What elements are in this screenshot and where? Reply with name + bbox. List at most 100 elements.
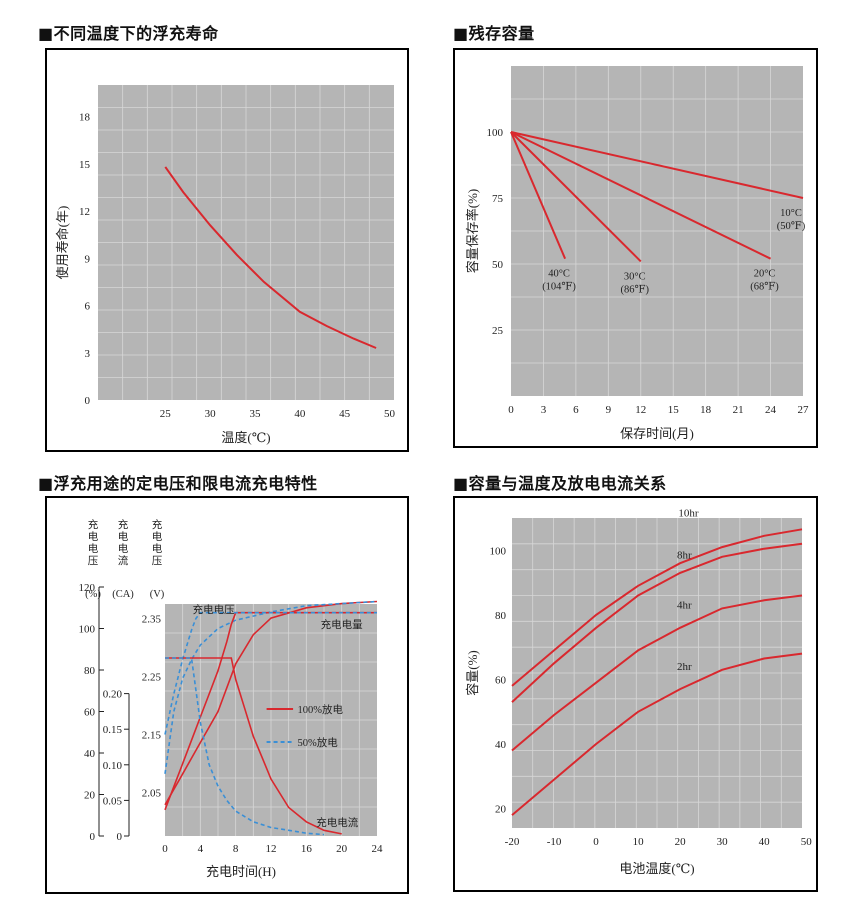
y-tick-label: 100 [490, 545, 507, 557]
charge-current-50-curve [165, 657, 325, 836]
x-tick-label: 20 [675, 836, 687, 848]
series-label: (50℉) [777, 221, 806, 232]
axis-header-char: 电 [118, 542, 129, 555]
ca-tick-label: 0.10 [103, 760, 123, 772]
axis-header-char: 电 [152, 530, 163, 543]
x-axis-label: 保存时间(月) [620, 426, 694, 441]
y-axis-label: 容量(%) [465, 650, 480, 696]
charge-amount-100-curve [164, 600, 378, 806]
x-tick-label: 40 [759, 836, 771, 848]
x-tick-label: 20 [336, 843, 348, 855]
y-axis-label: 容量保存率(%) [465, 189, 480, 274]
series-label: 2hr [677, 661, 692, 673]
x-tick-label: 12 [266, 843, 277, 855]
capacity-curve [511, 528, 803, 687]
axis-header-char: 流 [118, 554, 129, 567]
axis-unit: (V) [150, 589, 165, 600]
x-tick-label: 6 [573, 404, 579, 416]
y-tick-label: 40 [495, 739, 507, 751]
x-tick-label: 0 [593, 836, 599, 848]
retention-line [510, 131, 642, 263]
y-tick-label: 25 [492, 325, 504, 337]
ca-tick-label: 0.20 [103, 689, 123, 701]
x-tick-label: 35 [249, 408, 261, 420]
y-tick-label: 3 [85, 348, 91, 360]
annotation-current: 充电电流 [316, 816, 358, 829]
y-tick-label: 15 [79, 159, 91, 171]
pct-tick-label: 100 [79, 624, 96, 636]
x-tick-label: 30 [205, 408, 217, 420]
x-tick-label: 18 [700, 404, 712, 416]
axis-unit: (CA) [112, 589, 134, 600]
x-tick-label: 8 [233, 843, 239, 855]
y-tick-label: 9 [85, 253, 91, 265]
retention-line [510, 131, 772, 260]
x-tick-label: 16 [301, 843, 313, 855]
series-label: 10hr [678, 507, 699, 519]
y-tick-label: 0 [85, 395, 91, 407]
pct-tick-label: 40 [84, 748, 96, 760]
x-tick-label: -10 [547, 836, 562, 848]
charge-current-100-curve [165, 657, 342, 835]
x-tick-label: 30 [717, 836, 729, 848]
v-tick-label: 2.15 [142, 730, 162, 742]
x-tick-label: 10 [633, 836, 645, 848]
x-tick-label: 24 [372, 843, 384, 855]
retention-line [510, 131, 804, 199]
float-life-chart: 25 30 35 40 45 50 0 3 6 9 12 15 18 温度(℃) 使用寿命(年) [55, 85, 396, 445]
residual-capacity-frame: 0 3 6 9 12 15 18 21 24 27 25 50 75 100 保存时间(月) 容量保存率(%)… [453, 48, 818, 448]
float-life-frame: 25 30 35 40 45 50 0 3 6 9 12 15 18 温度(℃) 使用寿命(年) [45, 48, 409, 452]
x-axis-label: 充电时间(H) [206, 864, 276, 879]
legend-label-50: 50%放电 [298, 736, 339, 749]
axis-header-char: 电 [152, 542, 163, 555]
annotation-amount: 充电电量 [321, 618, 363, 631]
charge-voltage-50-curve [164, 611, 377, 735]
x-tick-label: 50 [801, 836, 813, 848]
pct-tick-label: 120 [79, 582, 96, 594]
y-tick-label: 12 [79, 206, 90, 218]
v-tick-label: 2.35 [142, 614, 162, 626]
annotation-voltage: 充电电压 [193, 603, 235, 616]
capacity-curve [511, 652, 803, 816]
x-axis-label: 温度(℃) [221, 430, 270, 445]
x-tick-label: 0 [508, 404, 514, 416]
axis-header-char: 压 [152, 555, 163, 567]
float-life-heading: ■不同温度下的浮充寿命 [38, 24, 219, 43]
x-tick-label: 12 [635, 404, 646, 416]
y-tick-label: 20 [495, 804, 507, 816]
axis-header-char: 电 [88, 530, 99, 543]
ca-tick-label: 0 [117, 831, 123, 843]
axis-header-char: 压 [88, 555, 99, 567]
x-tick-label: 45 [339, 408, 351, 420]
y-axis-label: 使用寿命(年) [55, 206, 70, 280]
y-tick-label: 6 [85, 301, 91, 313]
x-axis-label: 电池温度(℃) [619, 861, 694, 876]
y-tick-label: 60 [495, 674, 507, 686]
y-tick-label: 100 [487, 127, 504, 139]
y-tick-label: 80 [495, 610, 507, 622]
x-tick-label: 3 [541, 404, 547, 416]
y-tick-label: 75 [492, 193, 504, 205]
series-label: 8hr [677, 549, 692, 561]
v-tick-label: 2.05 [142, 788, 162, 800]
series-label: (68℉) [750, 282, 779, 293]
charging-characteristics-frame: 0 4 8 12 16 20 24 充电时间(H) 充电电压 (%) 充电电流 (CA) 充电电压 (V)… [45, 496, 409, 894]
series-label: 10°C [780, 208, 802, 219]
x-tick-label: -20 [505, 836, 520, 848]
x-tick-label: 40 [294, 408, 306, 420]
pct-tick-label: 20 [84, 790, 96, 802]
life-curve [164, 166, 377, 349]
series-label: 20°C [754, 269, 776, 280]
x-tick-label: 25 [160, 408, 172, 420]
capacity-temperature-heading: ■容量与温度及放电电流关系 [453, 474, 667, 493]
x-tick-label: 21 [733, 404, 744, 416]
ca-tick-label: 0.05 [103, 795, 123, 807]
capacity-curve [511, 542, 803, 703]
pct-tick-label: 60 [84, 707, 96, 719]
series-label: 30°C [624, 271, 646, 282]
legend-label-100: 100%放电 [298, 703, 344, 716]
series-label: (86℉) [621, 284, 650, 295]
x-tick-label: 27 [798, 404, 810, 416]
v-tick-label: 2.25 [142, 672, 162, 684]
axis-header-char: 充 [88, 518, 99, 531]
